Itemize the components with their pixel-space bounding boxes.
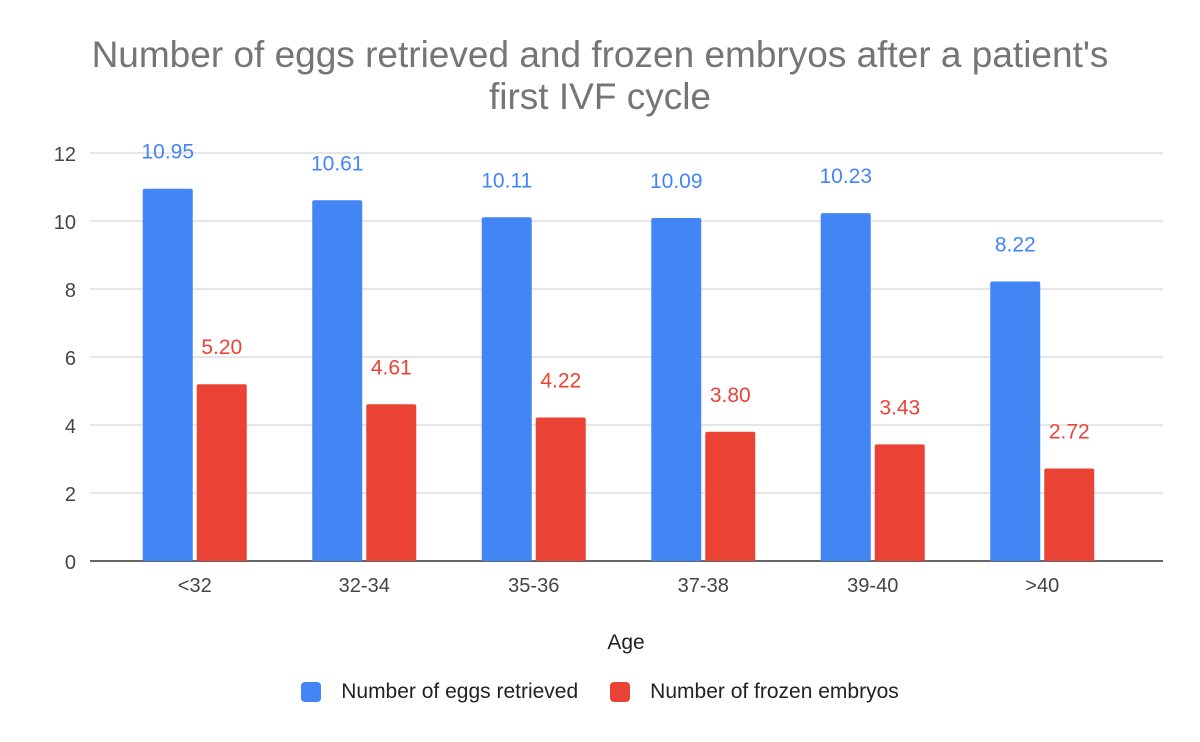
y-tick-label: 12 <box>54 144 76 166</box>
bar <box>820 213 871 561</box>
y-tick-label: 0 <box>65 552 76 574</box>
legend-item-embryos[interactable]: Number of frozen embryos <box>610 680 899 704</box>
legend-label-eggs: Number of eggs retrieved <box>341 680 579 703</box>
y-tick-label: 10 <box>54 212 76 234</box>
chart-title-line-1: Number of eggs retrieved and frozen embr… <box>91 34 1109 75</box>
bar <box>366 404 417 561</box>
x-tick-label: 39-40 <box>847 575 898 597</box>
y-tick-label: 2 <box>65 484 76 506</box>
data-label: 8.22 <box>995 234 1036 257</box>
x-tick-label: 35-36 <box>508 575 559 597</box>
data-label: 10.11 <box>481 169 532 192</box>
x-tick-label: <32 <box>178 575 212 597</box>
y-tick-label: 8 <box>65 280 76 302</box>
y-tick-label: 4 <box>65 416 76 438</box>
bar <box>705 431 756 561</box>
bar <box>651 217 702 561</box>
bar <box>142 188 193 561</box>
data-label: 2.72 <box>1049 421 1090 444</box>
data-label: 10.95 <box>141 141 194 164</box>
bar <box>990 281 1041 561</box>
legend-swatch-embryos <box>610 682 631 702</box>
bar <box>535 417 586 561</box>
data-label: 3.80 <box>710 384 751 407</box>
data-label: 10.23 <box>819 165 872 188</box>
data-label: 10.09 <box>650 170 703 193</box>
chart-title-line-2: first IVF cycle <box>488 76 712 117</box>
data-label: 5.20 <box>201 336 242 359</box>
x-tick-label: 32-34 <box>339 575 390 597</box>
legend-label-embryos: Number of frozen embryos <box>650 680 899 703</box>
bar <box>312 200 363 561</box>
legend-item-eggs[interactable]: Number of eggs retrieved <box>301 680 578 704</box>
bar <box>481 217 532 561</box>
legend: Number of eggs retrieved Number of froze… <box>0 680 1200 704</box>
x-tick-label: >40 <box>1025 575 1059 597</box>
y-tick-label: 6 <box>65 348 76 370</box>
x-axis-title: Age <box>607 631 645 654</box>
data-label: 4.61 <box>371 356 412 379</box>
bar <box>1044 468 1095 561</box>
data-label: 10.61 <box>311 152 364 175</box>
data-label: 3.43 <box>879 396 920 419</box>
bar <box>874 444 925 561</box>
bar <box>196 384 247 561</box>
data-label: 4.22 <box>540 370 581 393</box>
chart-title: Number of eggs retrieved and frozen embr… <box>0 34 1200 118</box>
x-tick-label: 37-38 <box>678 575 729 597</box>
legend-swatch-eggs <box>301 682 322 702</box>
